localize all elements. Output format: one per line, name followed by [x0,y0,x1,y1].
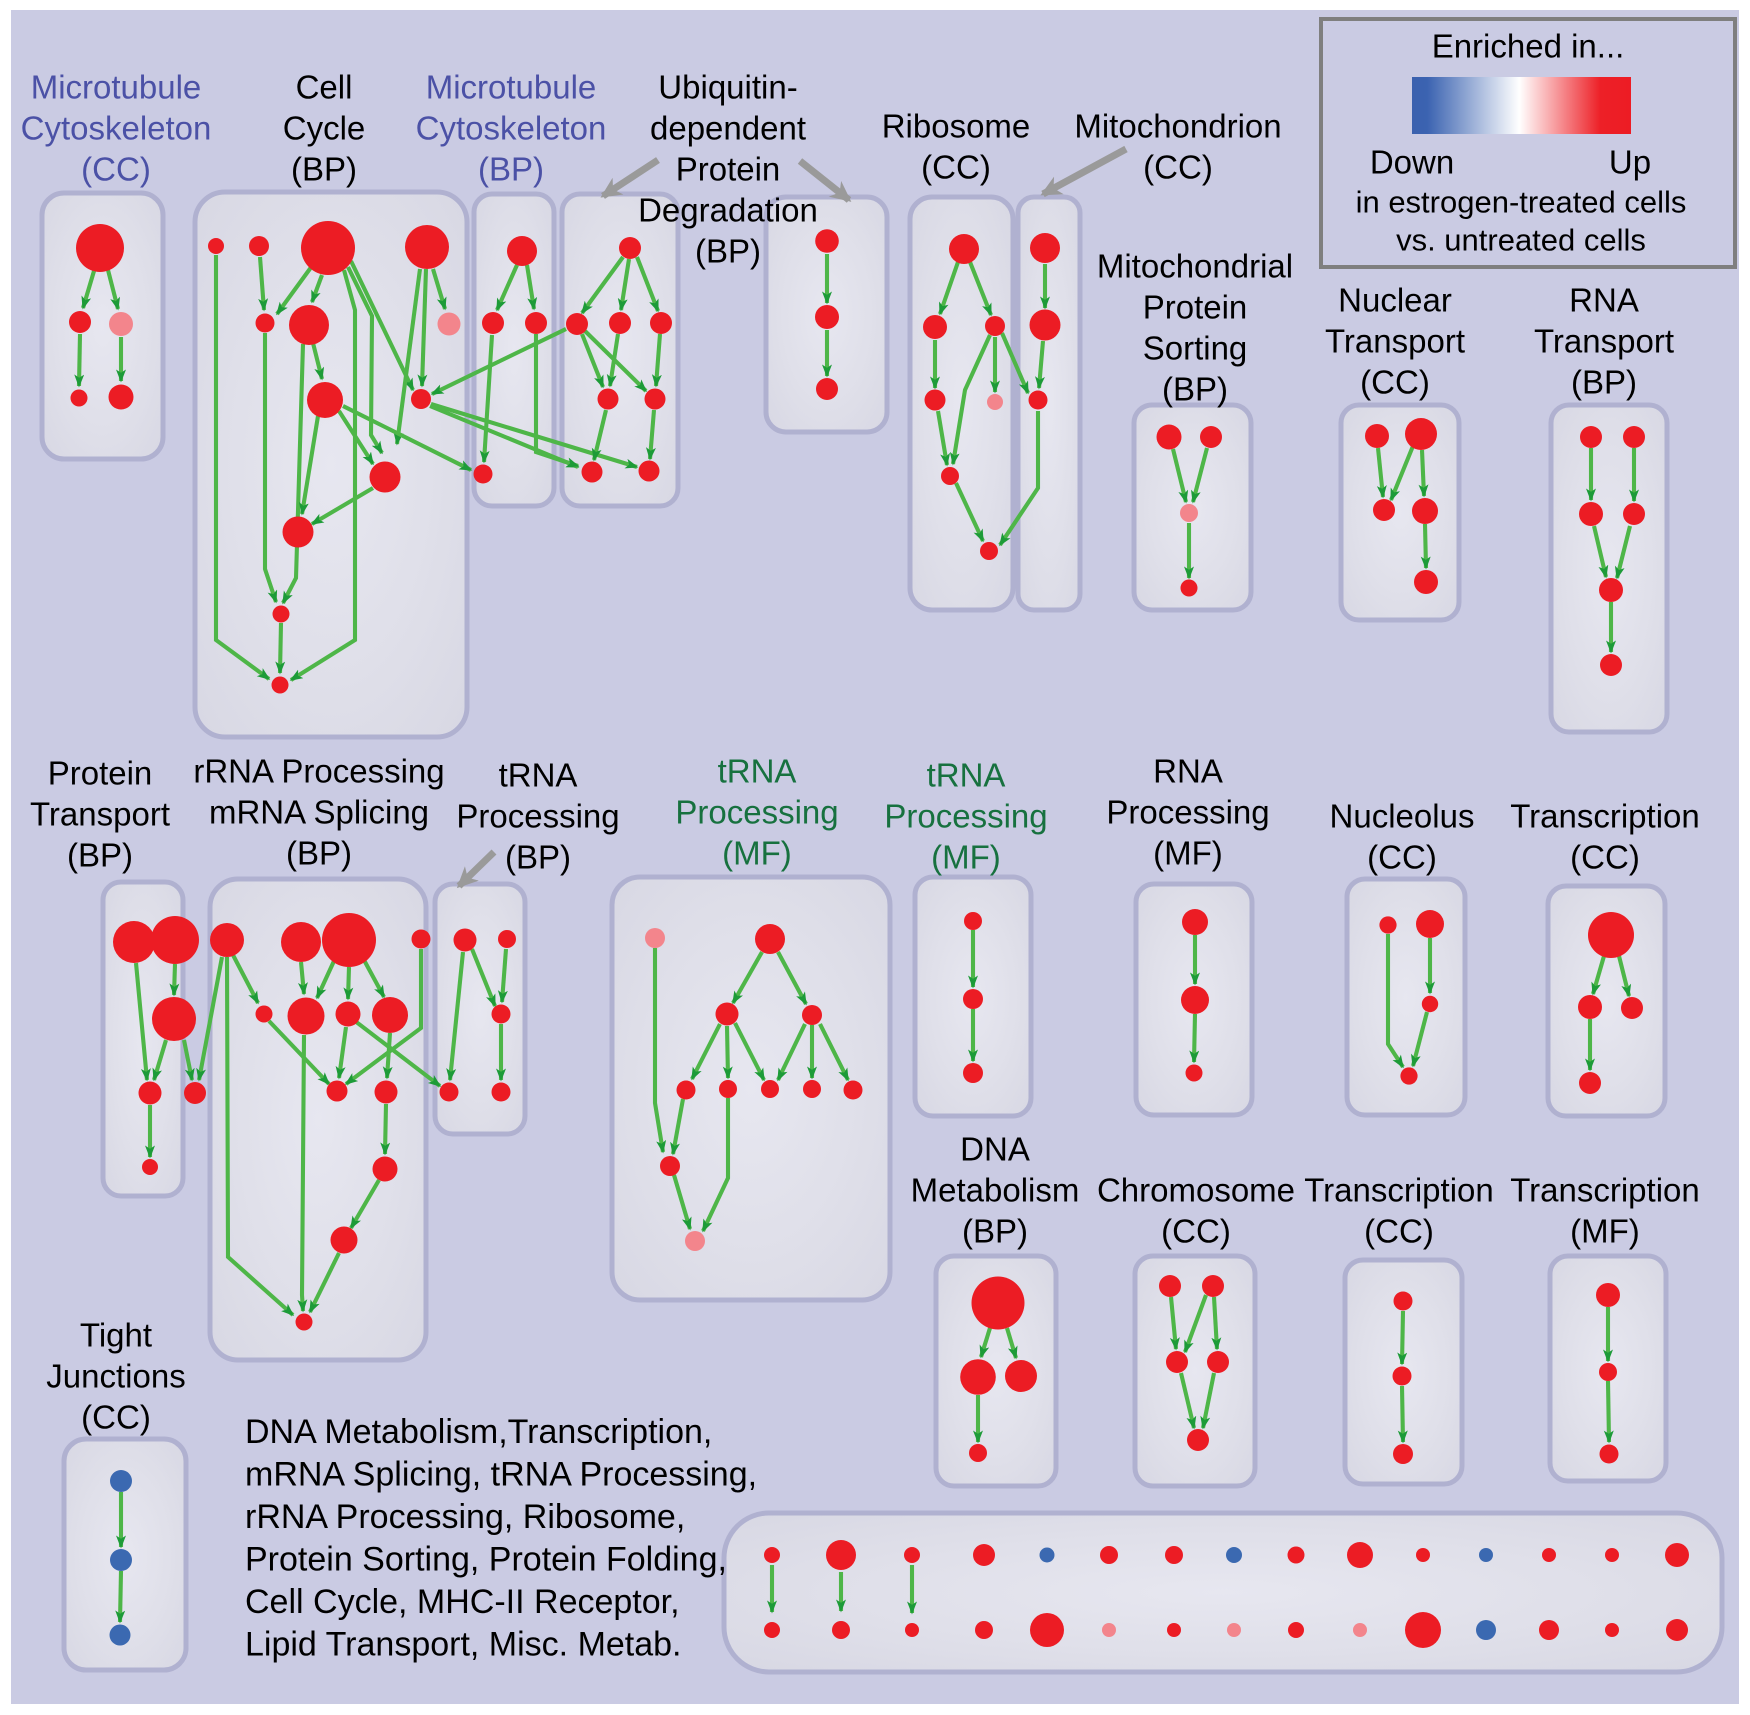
svg-text:Mitochondrion: Mitochondrion [1074,108,1281,145]
svg-text:Down: Down [1370,144,1454,181]
svg-text:Protein: Protein [48,755,153,792]
svg-text:Ribosome: Ribosome [882,108,1031,145]
svg-text:Processing: Processing [456,798,619,835]
svg-text:(BP): (BP) [962,1213,1028,1250]
svg-text:Transport: Transport [1325,323,1465,360]
svg-text:in estrogen-treated cells: in estrogen-treated cells [1356,185,1687,220]
svg-text:Cell Cycle, MHC-II Receptor,: Cell Cycle, MHC-II Receptor, [245,1583,680,1621]
svg-text:tRNA: tRNA [927,757,1006,794]
svg-text:rRNA Processing, Ribosome,: rRNA Processing, Ribosome, [245,1498,685,1536]
svg-text:(CC): (CC) [1143,149,1213,186]
svg-text:Protein: Protein [676,151,781,188]
svg-text:rRNA Processing: rRNA Processing [193,753,444,790]
svg-text:(CC): (CC) [921,149,991,186]
svg-text:Chromosome: Chromosome [1097,1172,1295,1209]
svg-text:Protein: Protein [1143,289,1248,326]
svg-text:RNA: RNA [1153,753,1223,790]
svg-text:Nucleolus: Nucleolus [1330,798,1475,835]
svg-text:Processing: Processing [1106,794,1269,831]
svg-text:Processing: Processing [884,798,1047,835]
svg-text:(CC): (CC) [1360,364,1430,401]
svg-text:Ubiquitin-: Ubiquitin- [658,69,797,106]
svg-text:Junctions: Junctions [46,1358,185,1395]
svg-text:(CC): (CC) [81,151,151,188]
svg-text:(CC): (CC) [1570,839,1640,876]
svg-text:Cycle: Cycle [283,110,366,147]
svg-text:(CC): (CC) [1367,839,1437,876]
svg-text:Transcription: Transcription [1510,798,1700,835]
svg-text:Degradation: Degradation [638,192,818,229]
svg-text:Mitochondrial: Mitochondrial [1097,248,1293,285]
svg-text:Cytoskeleton: Cytoskeleton [21,110,212,147]
svg-text:Microtubule: Microtubule [31,69,202,106]
svg-text:Processing: Processing [675,794,838,831]
svg-text:Enriched in...: Enriched in... [1432,28,1625,65]
svg-text:(BP): (BP) [1571,364,1637,401]
svg-text:tRNA: tRNA [718,753,797,790]
svg-text:Tight: Tight [80,1317,152,1354]
svg-text:(MF): (MF) [722,835,792,872]
svg-text:DNA Metabolism,Transcription,: DNA Metabolism,Transcription, [245,1413,712,1451]
svg-text:(BP): (BP) [505,839,571,876]
svg-text:(BP): (BP) [1162,371,1228,408]
svg-text:(CC): (CC) [1161,1213,1231,1250]
svg-text:dependent: dependent [650,110,806,147]
svg-text:Transport: Transport [1534,323,1674,360]
svg-text:Nuclear: Nuclear [1338,282,1452,319]
svg-text:Sorting: Sorting [1143,330,1248,367]
svg-text:(BP): (BP) [291,151,357,188]
svg-text:(BP): (BP) [478,151,544,188]
svg-text:mRNA Splicing, tRNA Processing: mRNA Splicing, tRNA Processing, [245,1456,757,1494]
svg-text:(MF): (MF) [931,839,1001,876]
svg-text:(BP): (BP) [67,837,133,874]
svg-text:Transcription: Transcription [1304,1172,1494,1209]
svg-text:Microtubule: Microtubule [426,69,597,106]
svg-text:Cytoskeleton: Cytoskeleton [416,110,607,147]
svg-text:vs. untreated cells: vs. untreated cells [1396,223,1646,258]
svg-text:(MF): (MF) [1570,1213,1640,1250]
svg-text:RNA: RNA [1569,282,1639,319]
svg-text:Transport: Transport [30,796,170,833]
svg-text:Cell: Cell [296,69,353,106]
svg-text:Up: Up [1609,144,1651,181]
svg-text:(CC): (CC) [81,1399,151,1436]
svg-text:(CC): (CC) [1364,1213,1434,1250]
svg-text:DNA: DNA [960,1131,1030,1168]
svg-text:Lipid Transport, Misc. Metab.: Lipid Transport, Misc. Metab. [245,1626,682,1664]
svg-text:(BP): (BP) [695,233,761,270]
svg-text:tRNA: tRNA [499,757,578,794]
svg-text:Transcription: Transcription [1510,1172,1700,1209]
svg-text:Metabolism: Metabolism [911,1172,1080,1209]
svg-text:Protein Sorting, Protein Foldi: Protein Sorting, Protein Folding, [245,1541,727,1579]
svg-text:(MF): (MF) [1153,835,1223,872]
svg-text:(BP): (BP) [286,835,352,872]
svg-text:mRNA Splicing: mRNA Splicing [209,794,429,831]
